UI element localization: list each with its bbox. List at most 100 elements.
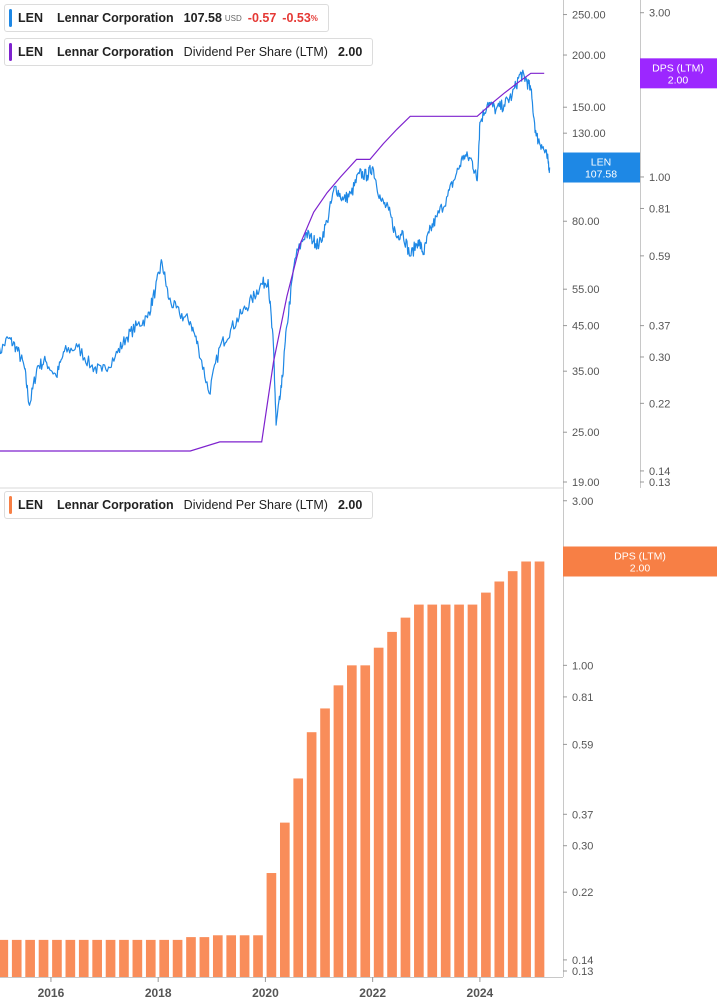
- bar-tick-label: 1.00: [572, 660, 593, 672]
- dps-bar: [239, 935, 250, 977]
- dps-line-legend-swatch: [9, 43, 12, 61]
- x-tick-label: 2020: [252, 986, 279, 1000]
- dps-tick-label: 0.81: [649, 203, 670, 215]
- dps-tick-label: 1.00: [649, 172, 670, 184]
- price-legend-change-pct: -0.53: [282, 11, 311, 25]
- dps-bar: [320, 708, 330, 977]
- price-tick-label: 19.00: [572, 477, 600, 489]
- dps-bar: [266, 873, 277, 977]
- dps-bar: [373, 647, 384, 977]
- dps-bar: [279, 822, 290, 977]
- dps-bar: [92, 939, 102, 977]
- x-tick-label: 2016: [38, 986, 65, 1000]
- dps-bar: [387, 631, 397, 977]
- dps-bar: [494, 581, 505, 977]
- dps-tick-label: 0.30: [649, 352, 670, 364]
- dps-bar: [534, 561, 545, 977]
- price-tick-label: 25.00: [572, 427, 600, 439]
- price-legend-swatch: [9, 9, 12, 27]
- bar-tick-label: 0.22: [572, 887, 593, 899]
- last-price-label-value: 107.58: [585, 169, 617, 181]
- price-tick-label: 200.00: [572, 50, 606, 62]
- dps-tick-label: 3.00: [649, 8, 670, 20]
- last-dps-bar-label-box: [563, 546, 717, 577]
- bar-tick-label: 0.14: [572, 955, 593, 967]
- price-panel-axes: 250.00 200.00 150.00 130.00 80.00 55.00 45.00 3…: [563, 0, 670, 489]
- dps-bar: [145, 939, 156, 977]
- x-tick-label: 2024: [467, 986, 494, 1000]
- dps-tick-label: 0.14: [649, 466, 670, 478]
- price-legend[interactable]: LEN Lennar Corporation 107.58 USD -0.57 …: [4, 4, 329, 32]
- dps-tick-label: 0.59: [649, 251, 670, 263]
- dps-bar: [132, 939, 143, 977]
- dps-bar-legend-value: 2.00: [337, 498, 363, 512]
- dps-bar: [186, 937, 196, 977]
- dps-bar: [427, 604, 438, 977]
- dps-bar: [105, 939, 116, 977]
- dps-bar: [65, 939, 76, 977]
- dps-tick-label: 0.37: [649, 321, 670, 333]
- bar-tick-label: 0.30: [572, 841, 593, 853]
- dps-bar-panel-series: [0, 561, 545, 977]
- dps-bar: [454, 604, 464, 977]
- last-dps-label-name: DPS (LTM): [652, 62, 704, 74]
- dps-bar: [347, 665, 357, 977]
- dps-bar: [333, 685, 344, 977]
- dps-series-line: [0, 72, 545, 452]
- dps-bar: [0, 939, 9, 977]
- price-legend-currency: USD: [224, 13, 242, 23]
- dps-bar: [38, 939, 49, 977]
- price-tick-label: 80.00: [572, 216, 600, 228]
- dps-bar: [52, 939, 62, 977]
- dps-bar: [360, 665, 371, 977]
- dps-bar-panel-labels: 3.00 2.00 1.00 0.81 0.59 0.37 0.30 0.22 0.140.13…: [563, 488, 717, 978]
- price-legend-change: -0.57: [247, 11, 277, 25]
- dps-line-legend[interactable]: LEN Lennar Corporation Dividend Per Shar…: [4, 38, 374, 66]
- price-tick-label: 55.00: [572, 284, 600, 296]
- price-legend-company: Lennar Corporation: [57, 11, 174, 25]
- last-dps-bar-label-value: 2.00: [630, 562, 651, 574]
- bar-tick-label: 0.13: [572, 966, 593, 978]
- dps-bar: [253, 935, 263, 977]
- price-tick-label: 250.00: [572, 10, 606, 22]
- dps-line-legend-symbol: LEN: [18, 45, 43, 59]
- last-dps-bar-label-name: DPS (LTM): [614, 550, 666, 562]
- dps-bar: [11, 939, 22, 977]
- x-axis: 2016 2018 2020 2022 2024: [0, 977, 563, 1000]
- bar-tick-label: 3.00: [572, 496, 593, 508]
- dps-bar: [212, 935, 223, 977]
- dps-bar: [440, 604, 451, 977]
- price-tick-label: 130.00: [572, 128, 606, 140]
- price-series-line: [0, 69, 551, 426]
- bar-tick-label: 0.37: [572, 809, 593, 821]
- dps-bar: [414, 604, 424, 977]
- dps-bar: [119, 939, 129, 977]
- bar-tick-label: 0.59: [572, 739, 593, 751]
- price-tick-label: 35.00: [572, 366, 600, 378]
- dps-bar: [467, 604, 478, 977]
- dps-bar: [199, 937, 210, 977]
- dps-bar: [481, 592, 491, 977]
- dps-bar: [306, 732, 317, 977]
- dps-bar: [159, 939, 170, 977]
- last-price-label-box: [563, 152, 640, 183]
- dps-bar: [507, 571, 518, 977]
- dps-bar: [400, 617, 411, 977]
- dps-tick-label: 0.22: [649, 398, 670, 410]
- price-legend-symbol: LEN: [18, 11, 43, 25]
- dps-bar-legend-symbol: LEN: [18, 498, 43, 512]
- last-dps-label-value: 2.00: [668, 74, 689, 86]
- price-legend-value: 107.58: [183, 11, 222, 25]
- x-tick-label: 2022: [359, 986, 386, 1000]
- last-dps-label-box: [640, 58, 717, 89]
- dps-bar-legend-company: Lennar Corporation: [57, 498, 174, 512]
- dps-bar-legend[interactable]: LEN Lennar Corporation Dividend Per Shar…: [4, 491, 374, 519]
- dps-tick-label: 0.13: [649, 477, 670, 489]
- dps-bar: [293, 778, 304, 977]
- dps-bar: [226, 935, 237, 977]
- dps-bar-legend-swatch: [9, 496, 12, 514]
- price-tick-label: 150.00: [572, 102, 606, 114]
- x-tick-label: 2018: [145, 986, 172, 1000]
